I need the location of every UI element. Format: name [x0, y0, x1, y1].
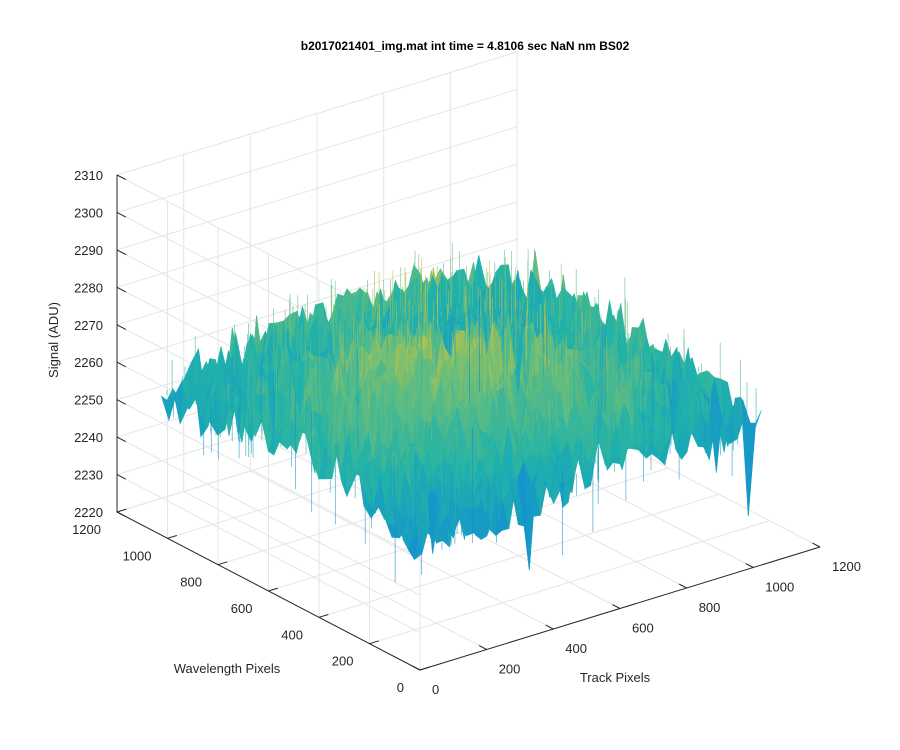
y-tick	[167, 534, 177, 539]
z-tick	[116, 212, 127, 218]
z-tick	[116, 324, 127, 330]
x-tick	[678, 583, 687, 589]
z-tick	[116, 286, 127, 293]
x-tick	[412, 665, 421, 671]
z-axis-label: Signal (ADU)	[46, 302, 61, 378]
z-tick-label: 2260	[74, 355, 103, 370]
x-axis-label: Track Pixels	[580, 670, 651, 685]
z-tick	[116, 249, 127, 255]
z-tick-label: 2230	[74, 468, 103, 483]
z-tick	[116, 436, 127, 443]
z-tick-label: 2240	[74, 430, 103, 445]
x-tick	[745, 563, 754, 568]
x-tick-label: 400	[565, 641, 587, 656]
z-tick-label: 2310	[74, 168, 103, 183]
y-tick	[116, 508, 127, 513]
y-tick	[419, 666, 430, 671]
z-tick	[116, 174, 127, 181]
z-tick-label: 2280	[74, 280, 103, 295]
y-tick-label: 0	[397, 680, 404, 695]
z-tick	[116, 511, 127, 518]
y-tick-label: 400	[281, 627, 303, 642]
z-tick-label: 2270	[74, 318, 103, 333]
x-tick	[612, 604, 621, 609]
x-tick	[812, 542, 821, 548]
x-tick	[478, 645, 487, 650]
surface-patch	[748, 410, 762, 517]
x-tick-label: 1000	[765, 580, 794, 595]
y-tick	[217, 561, 228, 566]
y-tick-label: 800	[180, 575, 202, 590]
x-tick-label: 800	[699, 600, 721, 615]
z-tick-label: 2220	[74, 505, 103, 520]
y-tick-label: 1200	[72, 522, 101, 537]
y-axis-label: Wavelength Pixels	[174, 661, 281, 676]
x-tick-label: 1200	[832, 559, 861, 574]
z-tick	[116, 399, 127, 405]
chart-title: b2017021401_img.mat int time = 4.8106 se…	[301, 39, 630, 53]
z-tick-label: 2300	[74, 205, 103, 220]
z-tick-label: 2290	[74, 243, 103, 258]
y-tick	[369, 640, 379, 645]
x-tick	[545, 624, 554, 630]
tick-labels: 0 200 400 600 800 1000 1200 0 200 400 600 800 1000 12…	[72, 168, 861, 697]
y-tick-label: 1000	[123, 548, 152, 563]
y-tick	[318, 613, 329, 618]
tick-marks	[116, 174, 821, 671]
surface-plot	[160, 243, 762, 583]
z-tick-label: 2250	[74, 393, 103, 408]
x-tick-label: 200	[499, 662, 521, 677]
y-tick-label: 200	[332, 654, 354, 669]
y-tick-label: 600	[231, 601, 253, 616]
z-tick	[116, 474, 127, 480]
y-tick	[268, 587, 278, 592]
x-tick-label: 0	[432, 682, 439, 697]
z-tick	[116, 361, 127, 368]
x-tick-label: 600	[632, 621, 654, 636]
